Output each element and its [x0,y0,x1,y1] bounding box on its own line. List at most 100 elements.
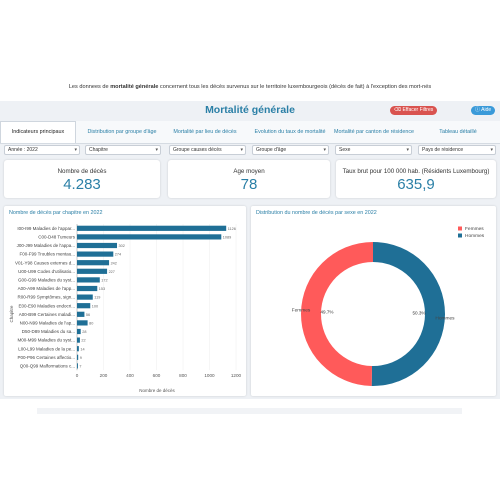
intro-bold: mortalité générale [110,84,159,90]
chevron-down-icon: ▾ [155,147,158,153]
bar [77,260,110,266]
kpi-card-age-moyen: Age moyen 78 [168,160,330,198]
footer-strip [37,408,462,414]
filter-sexe[interactable]: Sexe ▾ [335,145,412,155]
donut-chart-title: Distribution du nombre de décès par sexe… [256,210,377,216]
tab-canton-residence[interactable]: Mortalité par canton de résidence [334,128,415,135]
kpi-label: Taux brut pour 100 000 hab. (Résidents L… [342,168,490,175]
filter-annee[interactable]: Année : 2022 ▾ [4,145,80,155]
bar [77,337,80,343]
bar [77,294,93,300]
bar-value-label: 100 [92,304,98,308]
dashboard: Mortalité générale ⌫ Effacer Filtres ⓘ A… [0,101,500,399]
intro-after: concernent tous les décès survenus sur l… [158,84,432,90]
chevron-down-icon: ▾ [323,147,326,153]
kpi-value: 635,9 [397,176,435,193]
bar [77,234,222,240]
x-tick-label: 200 [100,373,108,378]
bar-chart: Chapitre Nombre de décès 0 200 400 600 800 10… [9,224,242,393]
kpi-card-deces: Nombre de décès 4.283 [4,160,160,198]
tab-distribution-age[interactable]: Distribution par groupe d'âge [87,128,157,135]
x-tick-label: 0 [76,373,79,378]
bar [77,311,85,317]
filter-groupe-causes[interactable]: Groupe causes décès ▾ [169,145,246,155]
bar [77,268,108,274]
bar [77,277,100,283]
bar-value-label: 22 [81,339,85,343]
bar-chart-title: Nombre de décès par chapitre en 2022 [9,210,103,216]
help-button[interactable]: ⓘ Aide [471,106,496,115]
kpi-label: Nombre de décès [57,168,107,175]
bar-value-label: 227 [109,270,115,274]
tab-taux-mortalite[interactable]: Evolution du taux de mortalité [254,128,326,135]
x-tick-label: 400 [126,373,134,378]
bar-value-label: 302 [119,244,125,248]
bar-value-label: 28 [82,330,86,334]
page-title: Mortalité générale [205,104,295,116]
bar-value-label: 14 [80,347,84,351]
intro-text: Les donnees de mortalité générale concer… [0,84,500,90]
clear-filters-label: Effacer Filtres [402,107,434,113]
clear-filters-button[interactable]: ⌫ Effacer Filtres [390,106,438,115]
slice-name-label: Hommes [435,316,455,322]
x-tick-label: 1200 [231,373,242,378]
y-tick-label: N00-N99 Maladies de l'ap... [20,321,75,326]
help-icon: ⓘ [475,107,481,113]
y-tick-label: V01-Y98 Causes externes d... [15,260,75,265]
y-tick-label: E00-E90 Maladies endocri... [18,303,75,308]
y-tick-label: L00-L99 Maladies de la pe... [18,346,75,351]
tab-tableau-detaille[interactable]: Tableau détaillé [439,128,477,135]
kpi-value: 4.283 [63,176,101,193]
slice-value-label: 50.3% [412,310,425,315]
bar-value-label: 7 [79,365,81,369]
y-tick-label: G00-G99 Maladies du syst... [18,278,75,283]
y-tick-label: A00-A99 Maladies de l'app... [18,286,75,291]
bar-value-label: 80 [89,322,93,326]
x-tick-label: 600 [153,373,161,378]
y-tick-label: Q00-Q99 Malformations c... [20,364,75,369]
kpi-value: 78 [240,176,258,193]
filter-pays-residence[interactable]: Pays de résidence ▾ [418,145,496,155]
slice-name-label: Femmes [292,307,311,313]
legend-label: Femmes [465,226,484,232]
chevron-down-icon: ▾ [240,147,243,153]
bar-chart-ylabel: Chapitre [9,305,14,323]
legend-swatch [458,233,462,238]
bar [77,354,79,360]
bar [77,285,98,292]
bar [77,242,118,249]
bar-value-label: 119 [94,296,100,300]
y-tick-label: F00-F99 Troubles mentau... [19,252,75,257]
legend-label: Hommes [465,233,485,239]
filter-groupe-causes-value: Groupe causes décès [173,147,222,153]
x-tick-label: 1000 [204,373,215,378]
bar [77,346,79,352]
bar-value-label: 242 [111,261,117,265]
tab-bar: Indicateurs principaux Distribution par … [0,121,500,144]
tab-lieu-deces[interactable]: Mortalité par lieu de décès [173,128,237,135]
intro-before: Les donnees de [68,84,111,90]
bar-chart-xlabel: Nombre de décès [139,388,175,393]
bar [77,328,81,335]
slice-value-label: 49.7% [320,310,333,315]
bar-value-label: 172 [101,279,107,283]
donut-slice-hommes [371,242,445,386]
filter-annee-value: Année : 2022 [8,147,38,153]
bar [77,303,91,309]
x-tick-label: 800 [179,373,187,378]
donut-chart-panel: Distribution du nombre de décès par sexe… [251,206,496,396]
bar-chart-panel: Nombre de décès par chapitre en 2022 Cha… [4,206,246,396]
y-tick-label: J00-J99 Maladies de l'appa... [17,243,75,248]
bar [77,225,227,231]
tab-indicateurs-principaux[interactable]: Indicateurs principaux [0,121,76,143]
filter-sexe-value: Sexe [339,147,351,153]
chevron-down-icon: ▾ [74,147,77,153]
donut-slice-femmes [300,242,373,386]
filter-chapitre[interactable]: Chapitre ▾ [85,145,161,155]
bar [77,320,88,326]
bar-value-label: 153 [99,287,105,291]
filter-groupe-age[interactable]: Groupe d'âge ▾ [252,145,329,155]
bar-value-label: 274 [115,253,121,257]
chevron-down-icon: ▾ [406,147,409,153]
y-tick-label: A00-B99 Certaines maladi... [19,312,75,317]
